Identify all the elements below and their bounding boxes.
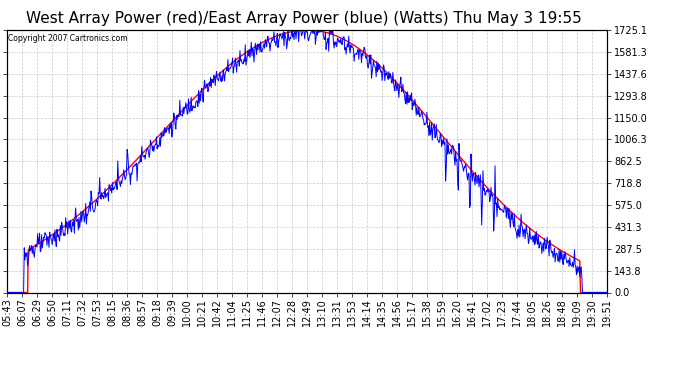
Text: West Array Power (red)/East Array Power (blue) (Watts) Thu May 3 19:55: West Array Power (red)/East Array Power … <box>26 11 582 26</box>
Text: Copyright 2007 Cartronics.com: Copyright 2007 Cartronics.com <box>8 34 128 43</box>
